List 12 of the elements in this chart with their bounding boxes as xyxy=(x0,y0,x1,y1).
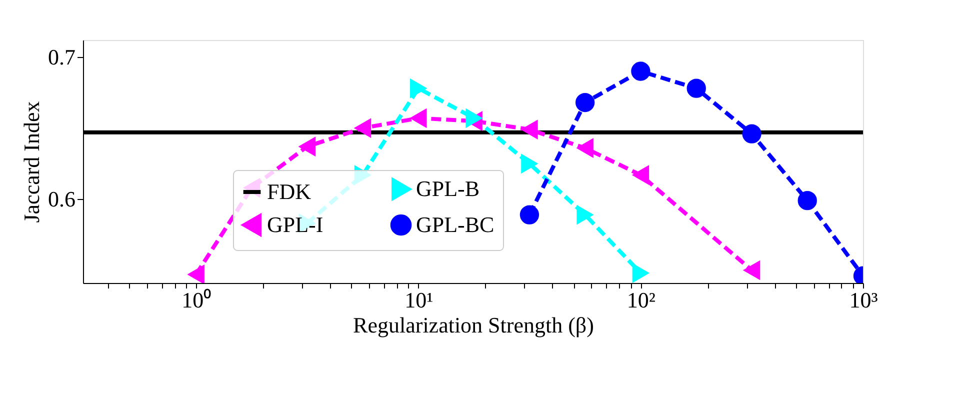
y-tick-label: 0.6 xyxy=(48,186,76,212)
legend-label: GPL-BC xyxy=(416,212,494,237)
legend-label: GPL-B xyxy=(416,176,480,202)
x-tick-label: 10⁰ xyxy=(182,288,212,312)
x-axis-title: Regularization Strength (β) xyxy=(353,312,594,338)
legend-label: GPL-I xyxy=(267,212,324,237)
legend-label: FDK xyxy=(267,179,312,204)
x-tick-label: 10² xyxy=(626,288,656,312)
x-tick-label: 10³ xyxy=(849,288,878,312)
y-axis-title: Jaccard Index xyxy=(19,101,44,223)
y-tick-label: 0.7 xyxy=(48,44,76,70)
x-tick-label: 10¹ xyxy=(404,288,434,312)
